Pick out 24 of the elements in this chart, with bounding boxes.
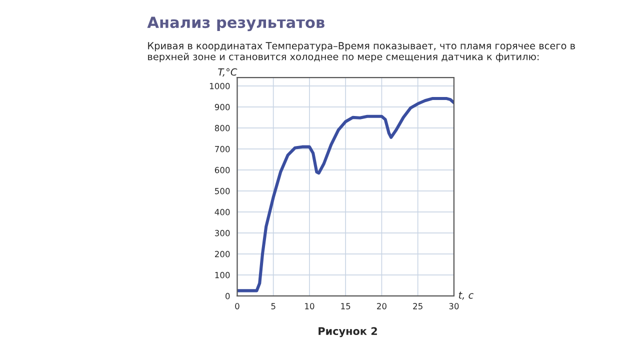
y-axis-title: T,°C	[218, 68, 238, 77]
y-tick-label: 900	[214, 104, 230, 110]
y-tick-label: 400	[214, 208, 230, 216]
x-tick-label: 20	[377, 303, 386, 310]
x-tick-label: 0	[235, 303, 240, 310]
y-tick-label: 1000	[210, 82, 230, 90]
x-tick-label: 30	[449, 303, 459, 310]
x-tick-label: 25	[413, 303, 422, 310]
text: Рисунок 2	[318, 327, 377, 338]
y-tick-label: 600	[214, 166, 230, 174]
y-tick-label: 0	[226, 292, 230, 300]
x-tick-label: 15	[341, 303, 350, 310]
chart-subtitle: Кривая в координатах Температура–Время показывает, что пламя горячее всего в верхней зоне и становится холоднее по мере смещения датчика к фитилю:	[148, 42, 575, 62]
y-tick-label: 800	[214, 124, 230, 132]
y-tick-label: 200	[214, 250, 230, 258]
x-axis-title: t, c	[458, 292, 474, 300]
y-tick-label: 300	[215, 230, 230, 236]
x-tick-label: 5	[271, 303, 276, 310]
y-tick-label: 500	[215, 188, 230, 194]
y-tick-label: 100	[215, 272, 230, 278]
x-tick-label: 10	[305, 303, 314, 310]
y-tick-label: 700	[215, 146, 230, 152]
line-series	[237, 97, 454, 292]
chart-title: Анализ результатов	[147, 16, 324, 32]
